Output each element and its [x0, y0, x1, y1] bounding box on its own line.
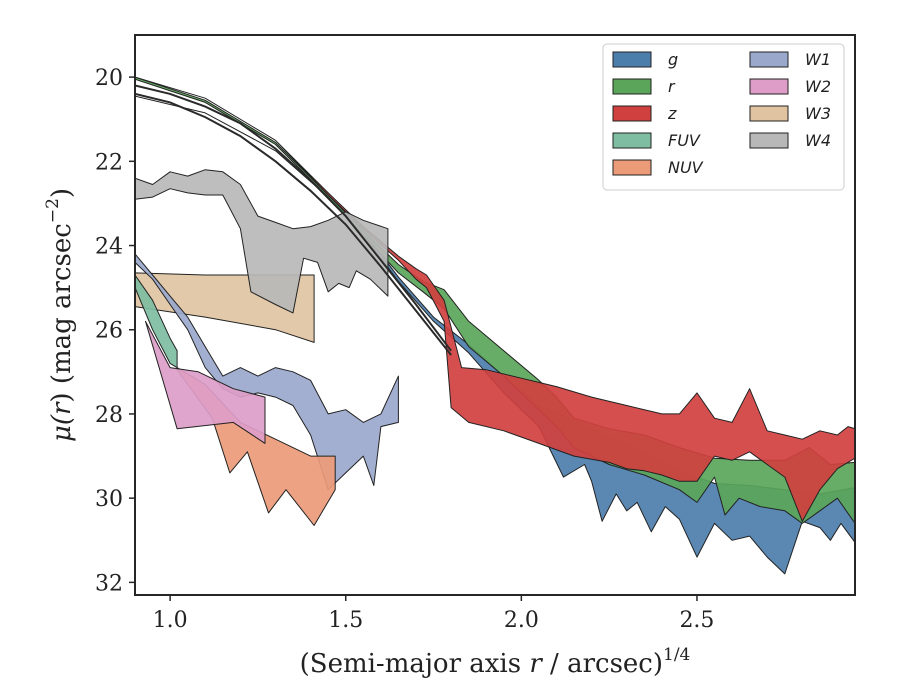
- legend: grz FUV NUV W1 W2 W3 W4: [602, 43, 845, 191]
- y-tick-label: 24: [95, 235, 123, 260]
- y-tick-label: 26: [95, 319, 123, 344]
- x-tick-label: 2.0: [504, 608, 539, 633]
- x-axis-label: (Semi-major axis r / arcsec)1/4: [300, 645, 691, 679]
- legend-swatch: [612, 105, 652, 122]
- legend-swatch: [612, 78, 652, 95]
- y-tick-label: 20: [95, 66, 123, 91]
- x-tick-label: 2.5: [679, 608, 714, 633]
- legend-label: g: [668, 50, 678, 69]
- legend-label: W1: [805, 50, 831, 69]
- legend-item-w3: W3: [749, 104, 831, 123]
- legend-label: W2: [805, 77, 831, 96]
- y-tick-label: 30: [95, 487, 123, 512]
- legend-swatch: [749, 51, 789, 68]
- x-tick-label: 1.5: [328, 608, 363, 633]
- legend-label: z: [667, 104, 677, 123]
- y-tick-label: 32: [95, 571, 123, 596]
- legend-label: NUV: [668, 158, 704, 177]
- legend-label: W4: [805, 131, 831, 150]
- series-band-w1: [135, 253, 399, 491]
- model-curve-layer: [135, 84, 452, 356]
- legend-item-w1: W1: [749, 50, 831, 69]
- legend-item-nuv: NUV: [612, 158, 704, 177]
- y-tick-label: 22: [95, 150, 123, 175]
- legend-swatch: [749, 132, 789, 149]
- model-curve-2: [135, 92, 452, 356]
- legend-item-w4: W4: [749, 131, 831, 150]
- legend-item-g: g: [612, 50, 678, 69]
- legend-label: FUV: [668, 131, 701, 150]
- legend-swatch: [612, 132, 652, 149]
- legend-swatch: [749, 78, 789, 95]
- legend-item-r: r: [612, 77, 676, 96]
- y-axis-ticks: 20 22 24 26 28 30 32: [95, 66, 135, 596]
- legend-label: W3: [805, 104, 831, 123]
- legend-label: r: [668, 77, 676, 96]
- y-axis-label: μ(r) (mag arcsec−2): [43, 188, 77, 442]
- legend-swatch: [612, 159, 652, 176]
- series-layer: [135, 76, 855, 575]
- series-band-z: [135, 76, 855, 522]
- plot-frame: [134, 34, 856, 596]
- legend-swatch: [749, 105, 789, 122]
- x-axis-ticks: 1.0 1.5 2.0 2.5: [153, 595, 714, 633]
- series-band-w2: [145, 320, 266, 444]
- y-tick-label: 28: [95, 403, 123, 428]
- legend-item-z: z: [612, 104, 677, 123]
- x-tick-label: 1.0: [153, 608, 188, 633]
- legend-item-w2: W2: [749, 77, 831, 96]
- legend-item-fuv: FUV: [612, 131, 701, 150]
- model-curve-1: [135, 84, 452, 352]
- series-band-w4: [135, 169, 389, 314]
- legend-swatch: [612, 51, 652, 68]
